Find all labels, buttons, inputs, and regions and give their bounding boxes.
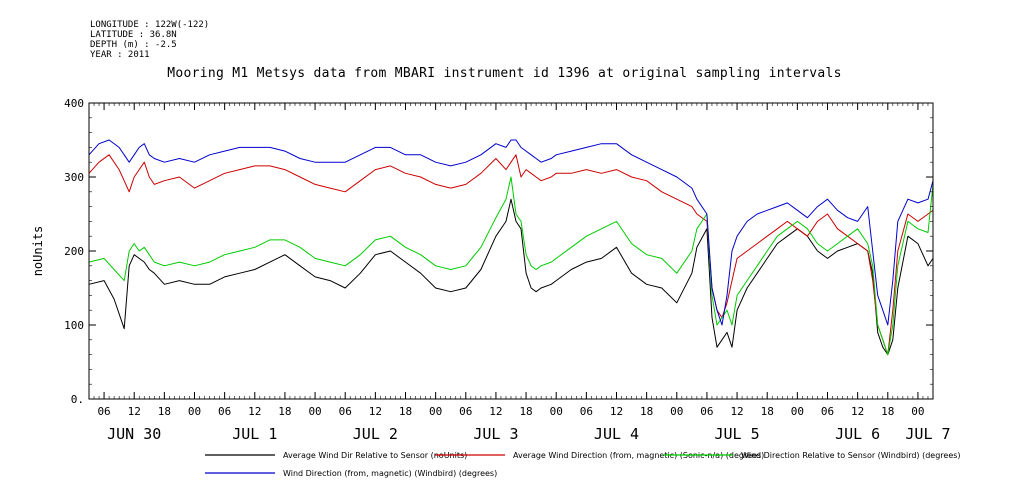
metadata-latitude: LATITUDE : 36.8N [90,30,177,40]
y-axis-label: noUnits [31,226,45,277]
legend-label-4: Wind Direction (from, magnetic) (Windbir… [283,469,497,478]
x-tick-label: 06 [97,405,110,418]
x-tick-label: 06 [821,405,834,418]
x-tick-label: 18 [640,405,653,418]
plot-frame [88,102,934,400]
x-tick-label: 12 [489,405,502,418]
series-line-1 [88,198,934,356]
x-tick-label: 06 [700,405,713,418]
x-tick-label: 12 [730,405,743,418]
series-line-2 [88,154,934,356]
x-tick-label: 00 [670,405,683,418]
x-tick-label: 00 [550,405,563,418]
chart-title: Mooring M1 Metsys data from MBARI instru… [167,66,842,81]
legend-label-2: Average Wind Direction (from, magnetic) … [513,451,764,460]
x-tick-label: 06 [459,405,472,418]
legend: Average Wind Dir Relative to Sensor (noU… [205,451,961,478]
x-tick-label: 12 [128,405,141,418]
x-day-label: JUL 6 [835,425,880,443]
x-tick-label: 06 [339,405,352,418]
x-tick-label: 12 [851,405,864,418]
x-tick-label: 12 [610,405,623,418]
x-tick-label: 00 [791,405,804,418]
x-tick-label: 18 [761,405,774,418]
metadata-longitude: LONGITUDE : 122W(-122) [90,20,210,30]
x-tick-label: 18 [158,405,171,418]
x-day-label: JUL 4 [594,425,639,443]
x-day-label: JUL 3 [473,425,518,443]
x-day-label: JUL 1 [232,425,277,443]
x-tick-label: 12 [248,405,261,418]
y-tick-label: 300 [64,171,84,184]
x-tick-label: 18 [881,405,894,418]
series-layer [88,139,934,356]
x-tick-label: 00 [911,405,924,418]
y-tick-label: 200 [64,245,84,258]
y-tick-label: 0. [71,393,84,406]
x-tick-label: 00 [429,405,442,418]
x-day-label: JUL 2 [353,425,398,443]
metadata-depth: DEPTH (m) : -2.5 [90,40,177,50]
x-day-label: JUL 5 [714,425,759,443]
x-tick-label: 06 [580,405,593,418]
x-day-label: JUL 7 [905,425,950,443]
x-tick-label: 00 [188,405,201,418]
metadata-block: LONGITUDE : 122W(-122) LATITUDE : 36.8N … [90,20,209,60]
y-tick-label: 100 [64,319,84,332]
x-tick-label: 12 [369,405,382,418]
metadata-year: YEAR : 2011 [90,50,150,60]
x-tick-label: 06 [218,405,231,418]
y-tick-label: 400 [64,97,84,110]
x-tick-label: 00 [308,405,321,418]
legend-label-3: Wind Direction Relative to Sensor (Windb… [741,451,961,460]
x-tick-label: 18 [278,405,291,418]
x-tick-label: 18 [399,405,412,418]
legend-label-1: Average Wind Dir Relative to Sensor (noU… [283,451,467,460]
series-line-3 [88,176,934,356]
x-day-label: JUN 30 [107,425,161,443]
x-tick-label: 18 [519,405,532,418]
series-line-4 [88,139,934,326]
axis-layer: 06 12 18 00 06 12 18 00 06 12 18 00 06 12 18 00 06 12 18 00… [64,97,950,443]
